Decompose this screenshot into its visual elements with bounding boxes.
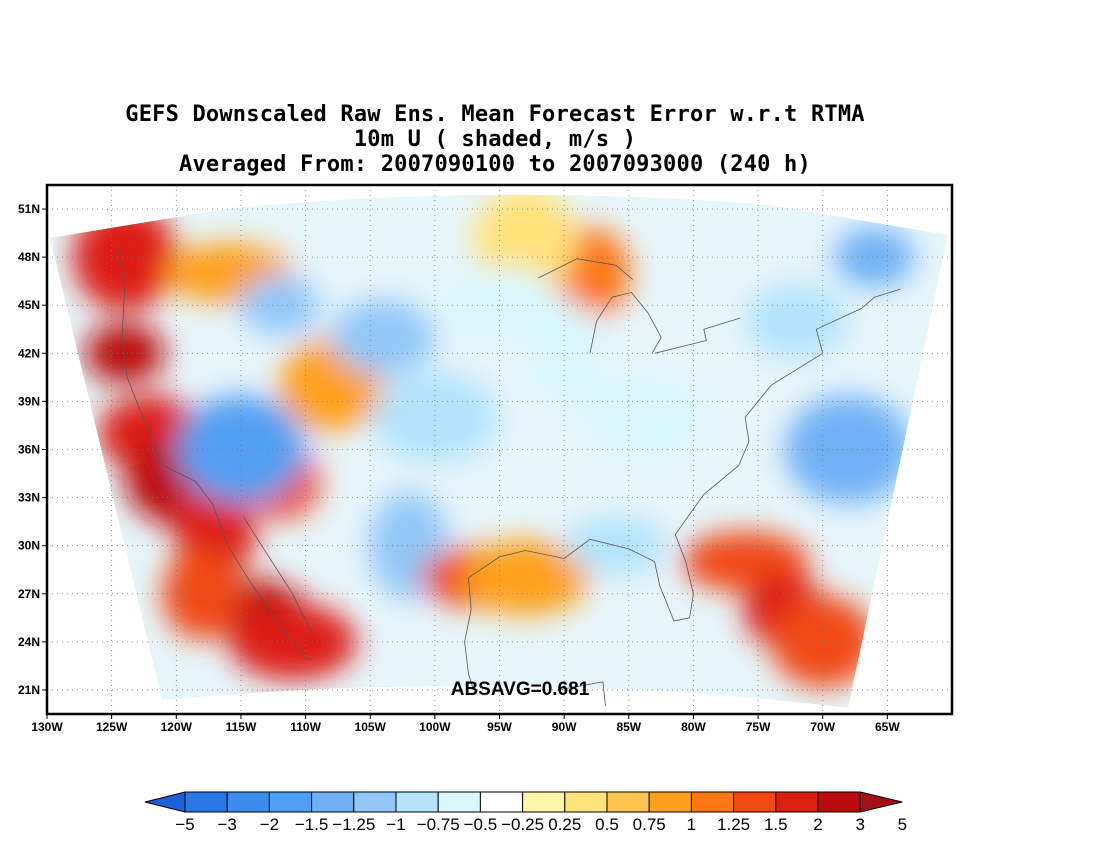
title-line-2: 10m U ( shaded, m/s ) xyxy=(353,127,637,152)
colorbar-swatch xyxy=(226,791,270,813)
colorbar-label: −0.75 xyxy=(417,815,460,834)
colorbar-swatch xyxy=(311,791,355,813)
field-region xyxy=(784,395,913,504)
field-region xyxy=(834,227,915,288)
field-region xyxy=(370,371,499,464)
colorbar-label: −5 xyxy=(175,815,194,834)
title-line-3: Averaged From: 2007090100 to 2007093000 … xyxy=(179,152,811,177)
map-frame xyxy=(45,183,954,716)
longitude-tick-label: 75W xyxy=(746,720,771,734)
plot-title: GEFS Downscaled Raw Ens. Mean Forecast E… xyxy=(0,102,990,177)
latitude-tick-label: 24N xyxy=(18,635,40,649)
absavg-annotation: ABSAVG=0.681 xyxy=(451,679,590,700)
latitude-tick-label: 48N xyxy=(18,250,40,264)
colorbar-swatch xyxy=(353,791,397,813)
colorbar-swatch xyxy=(690,791,735,813)
colorbar-swatch xyxy=(395,791,439,813)
shaded-field xyxy=(50,194,948,708)
colorbar-swatch xyxy=(733,791,777,813)
colorbar-label: −3 xyxy=(218,815,237,834)
colorbar-swatch xyxy=(184,791,228,813)
colorbar-swatch xyxy=(479,791,524,813)
field-region xyxy=(84,323,165,384)
colorbar-swatch xyxy=(859,791,903,813)
colorbar-swatch xyxy=(648,791,692,813)
colorbar-swatch xyxy=(606,791,650,813)
field-region xyxy=(239,275,320,336)
colorbar-label: 0.5 xyxy=(595,815,619,834)
longitude-tick-label: 130W xyxy=(31,720,63,734)
latitude-tick-label: 51N xyxy=(18,202,40,216)
longitude-tick-label: 85W xyxy=(616,720,641,734)
latitude-tick-label: 36N xyxy=(18,443,40,457)
colorbar-label: −1 xyxy=(386,815,405,834)
coastline-segment xyxy=(117,249,313,660)
colorbar-swatch xyxy=(268,791,313,813)
latitude-tick-label: 42N xyxy=(18,346,40,360)
colorbar-labels: −5 −3 −2 −1.5 −1.25 −1 −0.75 −0.5 −0.25 0.25 0.5 0.… xyxy=(175,815,907,834)
colorbar-label: 0.25 xyxy=(548,815,581,834)
colorbar-label: 1 xyxy=(687,815,696,834)
colorbar-label: 1.5 xyxy=(764,815,788,834)
longitude-tick-label: 120W xyxy=(161,720,193,734)
field-region xyxy=(331,299,436,376)
colorbar-label: −1.5 xyxy=(295,815,329,834)
latitude-tick-label: 33N xyxy=(18,491,40,505)
longitude-tick-label: 65W xyxy=(875,720,900,734)
colorbar-label: 5 xyxy=(898,815,907,834)
longitude-tick-label: 125W xyxy=(96,720,128,734)
longitude-tick-label: 110W xyxy=(290,720,321,734)
longitude-tick-label: 115W xyxy=(226,720,257,734)
colorbar-swatch xyxy=(564,791,608,813)
colorbar-label: −0.25 xyxy=(501,815,544,834)
colorbar-label: 3 xyxy=(855,815,864,834)
colorbar-swatch xyxy=(437,791,481,813)
coastline-segment xyxy=(464,609,474,691)
colorbar-label: −1.25 xyxy=(332,815,375,834)
field-region xyxy=(577,371,706,464)
colorbar-label: 1.25 xyxy=(717,815,750,834)
field-region xyxy=(461,539,590,616)
coastline-segment xyxy=(243,516,313,634)
latitude-tick-label: 39N xyxy=(18,394,40,408)
coastline-segment xyxy=(538,258,633,280)
colorbar-label: −0.5 xyxy=(464,815,498,834)
longitude-tick-label: 90W xyxy=(552,720,577,734)
title-line-1: GEFS Downscaled Raw Ens. Mean Forecast E… xyxy=(125,102,865,127)
colorbar-swatch xyxy=(817,791,861,813)
latitude-tick-label: 21N xyxy=(18,683,40,697)
colorbar-label: 0.75 xyxy=(633,815,666,834)
longitude-tick-label: 95W xyxy=(487,720,512,734)
colorbar-swatch xyxy=(522,791,566,813)
field-region xyxy=(176,395,305,504)
longitude-tick-label: 70W xyxy=(810,720,835,734)
lat-lon-grid xyxy=(42,185,952,719)
field-region xyxy=(72,203,177,312)
colorbar-label: −2 xyxy=(260,815,279,834)
colorbar-swatch xyxy=(144,791,186,813)
latitude-labels: 21N 24N 27N 30N 33N 36N 39N 42N 45N 48N 51N xyxy=(18,202,40,697)
longitude-tick-label: 80W xyxy=(681,720,706,734)
coastline-segment xyxy=(557,681,606,707)
longitude-tick-label: 100W xyxy=(419,720,451,734)
latitude-tick-label: 27N xyxy=(18,587,40,601)
longitude-tick-label: 105W xyxy=(355,720,387,734)
latitude-tick-label: 30N xyxy=(18,539,40,553)
coastline-segment xyxy=(654,317,741,354)
longitude-labels: 130W 125W 120W 115W 110W 105W 100W 95W 90W 85W 80W… xyxy=(31,720,900,734)
latitude-tick-label: 45N xyxy=(18,298,40,312)
colorbar-label: 2 xyxy=(813,815,822,834)
colorbar xyxy=(144,791,903,813)
colorbar-swatch xyxy=(775,791,819,813)
coastline-segment xyxy=(589,291,662,354)
